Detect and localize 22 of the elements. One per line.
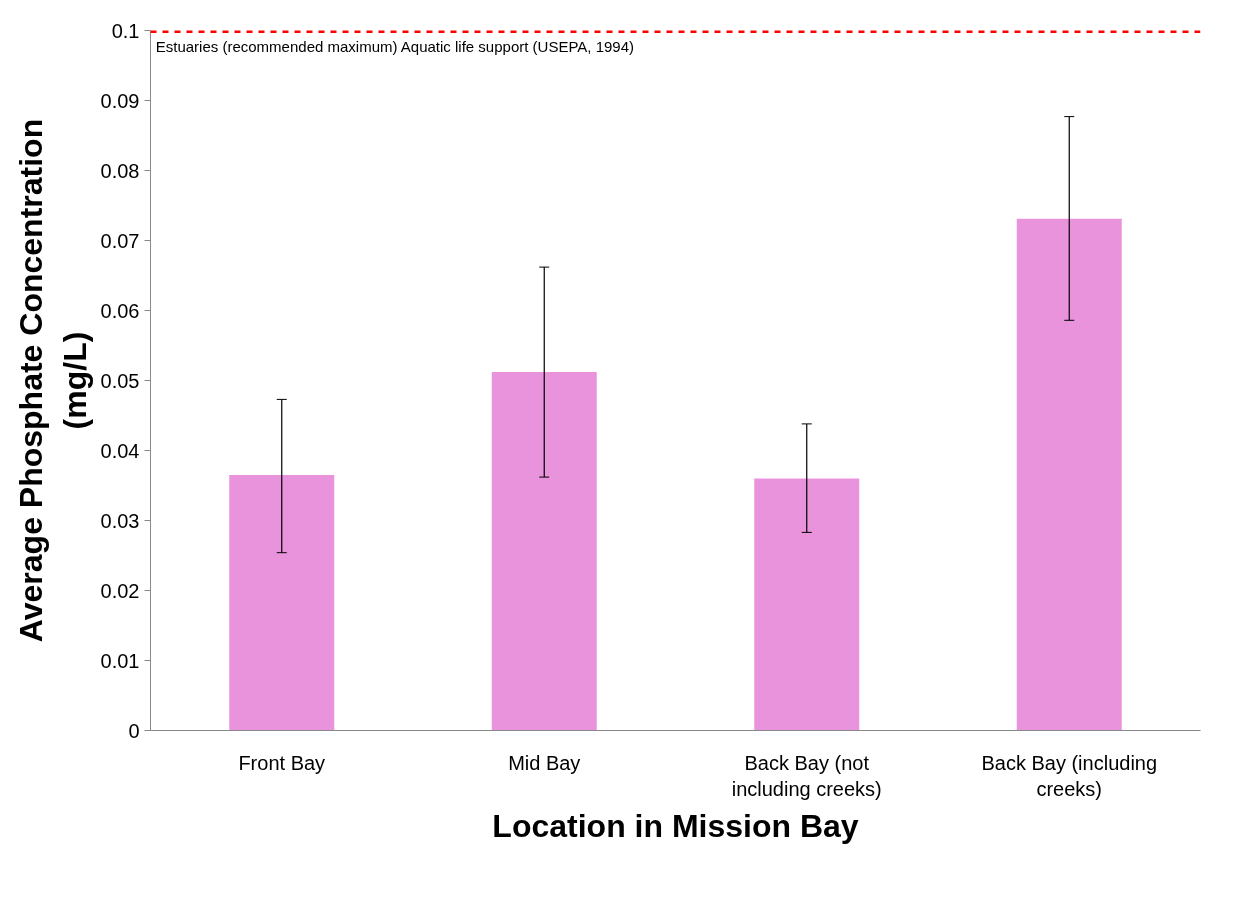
x-tick-label: Front Bay bbox=[238, 751, 326, 774]
bar bbox=[491, 372, 597, 731]
x-tick-label: Back Bay (including creeks) bbox=[981, 751, 1158, 800]
y-tick-label: 0.1 bbox=[111, 19, 140, 42]
y-tick-label: 0.09 bbox=[100, 89, 140, 112]
y-tick-label: 0.03 bbox=[100, 509, 140, 532]
x-tick-label: Mid Bay bbox=[508, 751, 581, 774]
bar bbox=[754, 478, 860, 731]
y-tick-label: 0.02 bbox=[100, 579, 140, 602]
ref-line-label: Estuaries (recommended maximum) Aquatic life support (USEPA, 1994) bbox=[155, 37, 634, 55]
y-tick-label: 0.07 bbox=[100, 229, 140, 252]
y-tick-label: 0.06 bbox=[100, 299, 140, 322]
y-tick-label: 0.01 bbox=[100, 649, 140, 672]
y-tick-label: 0.08 bbox=[100, 159, 140, 182]
x-tick-label: Back Bay (not including creeks) bbox=[731, 751, 882, 800]
y-tick-label: 0 bbox=[128, 719, 140, 742]
bar bbox=[229, 475, 335, 731]
bar bbox=[1016, 218, 1122, 731]
y-tick-label: 0.05 bbox=[100, 369, 140, 392]
y-axis-title: Average Phosphate Concentration (mg/L) bbox=[13, 118, 93, 643]
y-tick-label: 0.04 bbox=[100, 439, 140, 462]
x-axis-title: Location in Mission Bay bbox=[492, 807, 859, 844]
